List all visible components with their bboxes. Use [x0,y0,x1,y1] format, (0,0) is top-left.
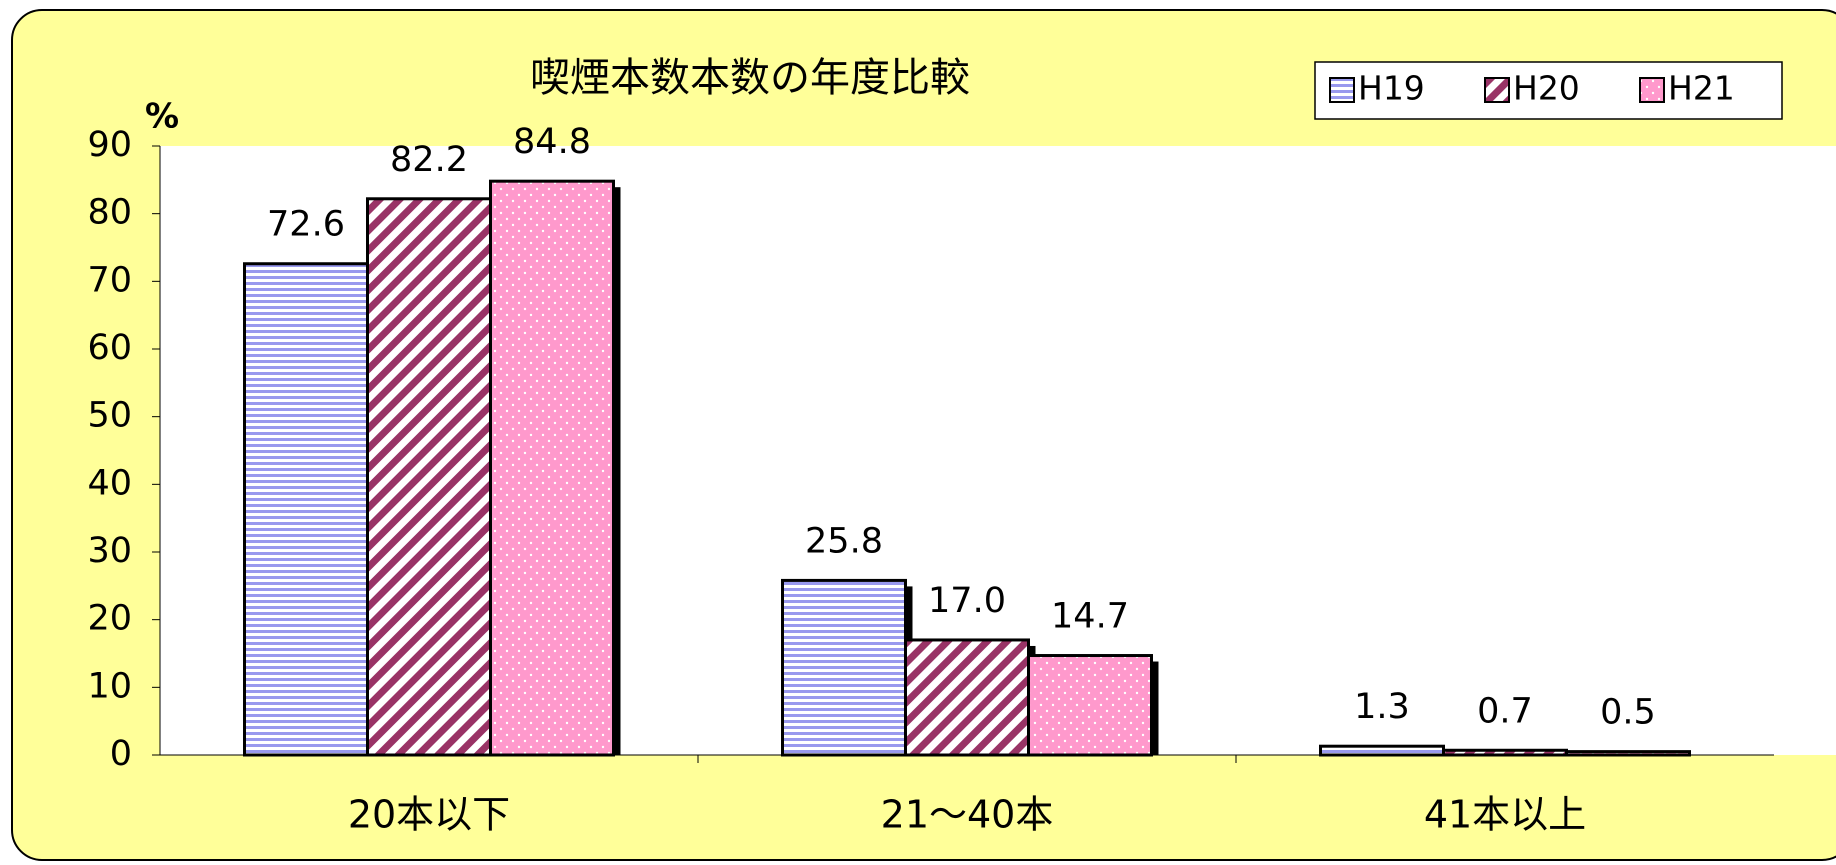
y-tick-label: 50 [87,396,132,436]
y-tick-label: 40 [87,463,132,503]
legend-label: H21 [1668,69,1735,108]
y-tick-label: 60 [87,328,132,368]
y-tick-label: 0 [110,734,132,774]
data-label: 72.6 [267,205,345,245]
bar [904,638,1030,757]
y-tick-label: 10 [87,666,132,706]
bar [366,197,492,757]
y-tick-label: 30 [87,531,132,571]
bar [781,578,907,757]
data-label: 17.0 [928,581,1006,621]
x-tick-label: 41本以上 [1424,793,1586,837]
y-tick-label: 90 [87,125,132,165]
legend-swatch [1329,77,1355,103]
y-tick-label: 20 [87,599,132,639]
x-tick-label: 21～40本 [881,793,1054,837]
data-label: 0.7 [1477,691,1533,731]
chart-title: 喫煙本数本数の年度比較 [530,55,970,101]
data-label: 14.7 [1051,597,1129,637]
legend-label: H19 [1358,69,1425,108]
legend-swatch [1484,77,1510,103]
bar [1442,748,1568,757]
bar [1027,654,1153,757]
bar [243,262,369,757]
legend [1314,61,1783,120]
legend-label: H20 [1513,69,1580,108]
data-label: 0.5 [1600,693,1656,733]
bar [1319,744,1445,757]
y-axis-label: % [145,97,179,137]
data-label: 1.3 [1354,687,1410,727]
data-label: 25.8 [805,521,883,561]
bar [489,179,615,757]
legend-swatch [1639,77,1665,103]
bar [1565,750,1691,757]
y-tick-label: 70 [87,260,132,300]
y-tick-label: 80 [87,193,132,233]
data-label: 82.2 [390,140,468,180]
data-label: 84.8 [513,122,591,162]
x-tick-label: 20本以下 [348,793,510,837]
